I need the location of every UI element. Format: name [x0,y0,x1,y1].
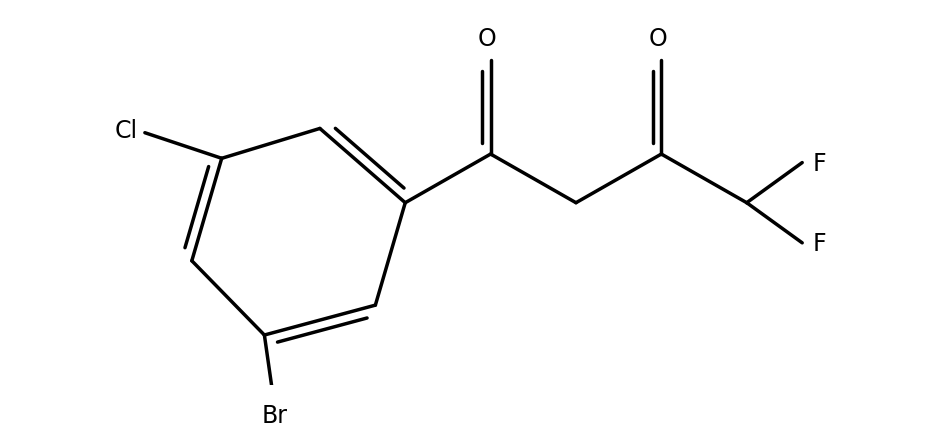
Text: O: O [478,27,497,51]
Text: Br: Br [261,403,287,426]
Text: Cl: Cl [115,119,138,143]
Text: F: F [813,151,826,175]
Text: O: O [648,27,668,51]
Text: F: F [813,231,826,255]
